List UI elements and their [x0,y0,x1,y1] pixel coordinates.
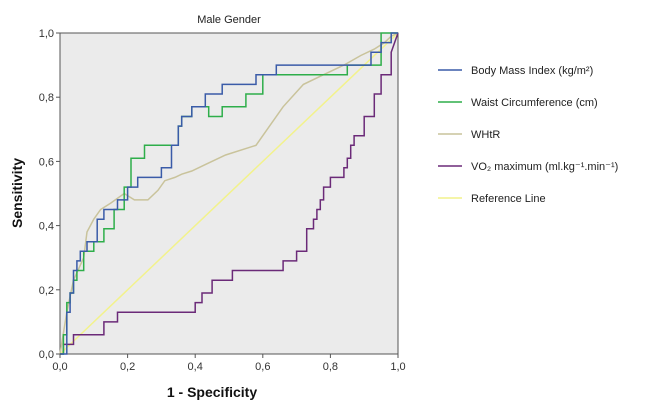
legend-label-waist-circumference-cm: Waist Circumference (cm) [471,97,598,109]
legend-label-whtr: WHtR [471,129,500,141]
y-tick-label: 0,8 [39,92,54,104]
legend-label-reference-line: Reference Line [471,193,546,205]
x-tick-label: 0,8 [323,361,338,373]
y-tick-label: 0,2 [39,285,54,297]
x-axis: 0,0 0,2 0,4 0,6 0,8 1,0 [52,354,406,373]
x-tick-label: 0,2 [120,361,135,373]
y-axis-title: Sensitivity [9,158,25,228]
y-axis: 0,0 0,2 0,4 0,6 0,8 1,0 [39,28,60,361]
y-tick-label: 0,4 [39,221,54,233]
x-tick-label: 1,0 [390,361,405,373]
x-tick-label: 0,6 [255,361,270,373]
y-tick-label: 0,6 [39,156,54,168]
x-tick-label: 0,4 [188,361,203,373]
legend-label-vo-maximum-ml-kg-min: VO₂ maximum (ml.kg⁻¹.min⁻¹) [471,161,618,173]
series-line-body-mass-index-kg-m [60,32,398,355]
y-tick-label: 1,0 [39,28,54,40]
series-line-whtr [59,32,399,355]
x-axis-title: 1 - Specificity [167,384,257,400]
series-line-vo-maximum-ml-kg-min [60,32,399,355]
y-tick-label: 0,0 [39,349,54,361]
x-tick-label: 0,0 [52,361,67,373]
legend: Body Mass Index (kg/m²) Waist Circumferen… [438,65,618,205]
series-layer [59,32,399,355]
chart-title: Male Gender [197,14,261,26]
legend-label-body-mass-index-kg-m: Body Mass Index (kg/m²) [471,65,593,77]
series-line-reference-line [59,32,399,355]
